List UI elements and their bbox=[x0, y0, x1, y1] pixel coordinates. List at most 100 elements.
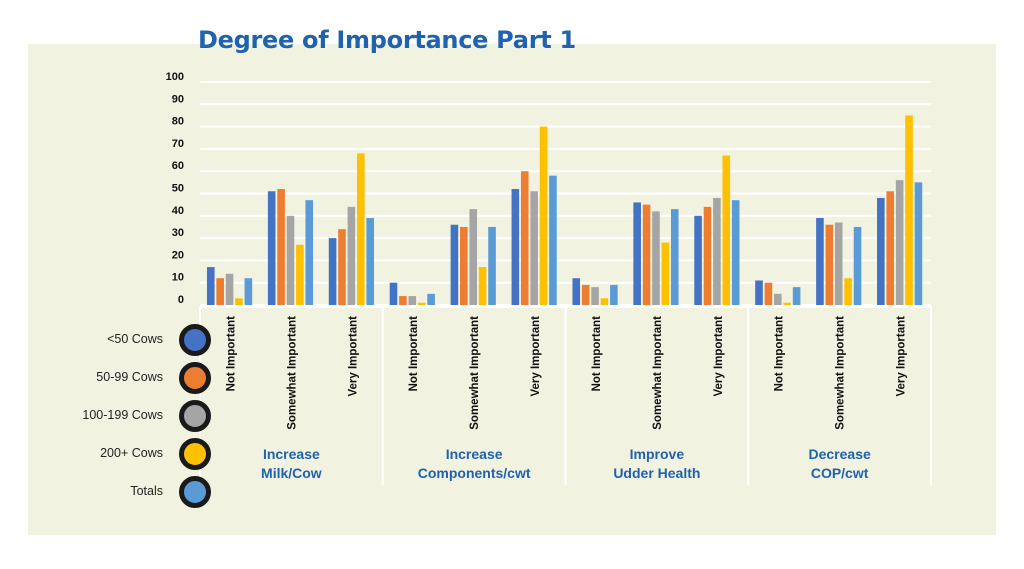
bar bbox=[305, 200, 314, 305]
chart-title: Degree of Importance Part 1 bbox=[198, 26, 576, 54]
gridlines bbox=[200, 81, 931, 306]
group-label-line1: Decrease bbox=[808, 446, 871, 462]
subcategory-label: Not Important bbox=[225, 316, 237, 392]
subcategory-label: Somewhat Important bbox=[469, 316, 481, 430]
legend-swatch-circle-icon bbox=[179, 362, 211, 394]
legend-item: 50-99 Cows bbox=[70, 361, 215, 395]
bar bbox=[539, 126, 548, 305]
bar bbox=[905, 115, 913, 305]
subcategory-label: Not Important bbox=[774, 316, 786, 392]
y-axis-ticks: 0 10 20 30 40 50 60 70 80 90 100 bbox=[166, 71, 184, 306]
bar bbox=[844, 278, 852, 305]
group-label: Increase Components/cwt bbox=[389, 445, 559, 483]
bar bbox=[225, 273, 234, 305]
subcategory-label: Somewhat Important bbox=[286, 316, 298, 430]
y-tick-label: 70 bbox=[172, 138, 184, 150]
subcategory-label: Somewhat Important bbox=[652, 316, 664, 430]
group-label-line2: Udder Health bbox=[613, 465, 701, 481]
legend-swatch-circle-icon bbox=[179, 400, 211, 432]
bar bbox=[356, 153, 365, 305]
group-dividers bbox=[199, 306, 932, 485]
legend-swatch-circle-icon bbox=[179, 324, 211, 356]
group-label-line2: COP/cwt bbox=[810, 465, 869, 481]
bar bbox=[834, 222, 843, 305]
bar bbox=[530, 191, 538, 305]
legend-swatch-circle-icon bbox=[179, 438, 211, 470]
legend-label: 200+ Cows bbox=[100, 446, 163, 460]
bar bbox=[460, 226, 468, 305]
bar bbox=[877, 197, 885, 305]
bar bbox=[366, 218, 374, 305]
bar bbox=[886, 191, 895, 305]
bar bbox=[783, 302, 792, 305]
y-tick-label: 0 bbox=[178, 294, 184, 306]
y-tick-label: 30 bbox=[172, 227, 184, 239]
bar bbox=[399, 296, 407, 305]
bars bbox=[206, 115, 923, 305]
bar bbox=[338, 229, 346, 305]
subcategory-label: Somewhat Important bbox=[835, 316, 847, 430]
subcategory-label: Very Important bbox=[896, 316, 908, 397]
bar bbox=[610, 284, 618, 305]
bar bbox=[652, 211, 660, 305]
bar bbox=[549, 175, 557, 305]
bar bbox=[825, 224, 834, 305]
legend-item: 200+ Cows bbox=[70, 437, 215, 471]
y-tick-label: 100 bbox=[166, 71, 184, 83]
bar bbox=[235, 298, 243, 305]
bar bbox=[286, 215, 295, 305]
legend-swatch-circle-icon bbox=[179, 476, 211, 508]
group-label-line1: Increase bbox=[445, 446, 503, 462]
group-label: Improve Udder Health bbox=[572, 445, 742, 483]
bar bbox=[853, 226, 862, 305]
bar bbox=[511, 189, 520, 305]
bar bbox=[277, 189, 285, 305]
bar bbox=[694, 215, 702, 305]
legend-item: <50 Cows bbox=[70, 323, 215, 357]
legend-item: Totals bbox=[70, 475, 215, 509]
legend-label: 50-99 Cows bbox=[96, 370, 163, 384]
y-tick-label: 40 bbox=[172, 205, 184, 217]
subcategory-label: Not Important bbox=[408, 316, 420, 392]
bar bbox=[389, 282, 398, 305]
bar bbox=[408, 296, 417, 305]
bar bbox=[774, 293, 782, 305]
bar bbox=[633, 202, 641, 305]
bar bbox=[914, 182, 923, 305]
subcategory-label: Very Important bbox=[347, 316, 359, 397]
group-label-line2: Components/cwt bbox=[417, 465, 531, 481]
bar bbox=[600, 298, 609, 305]
subcategory-label: Very Important bbox=[530, 316, 542, 397]
bar bbox=[427, 293, 435, 305]
bar bbox=[450, 224, 459, 305]
y-tick-label: 90 bbox=[172, 93, 184, 105]
bar bbox=[642, 204, 651, 305]
bar bbox=[581, 284, 590, 305]
subcategory-labels: Not Important Somewhat Important Very Impo… bbox=[225, 316, 907, 430]
bar bbox=[661, 242, 670, 305]
group-label-line2: Milk/Cow bbox=[261, 465, 322, 481]
bar bbox=[670, 209, 679, 305]
group-label-line1: Increase bbox=[262, 446, 320, 462]
y-tick-label: 20 bbox=[172, 249, 184, 261]
y-tick-label: 80 bbox=[172, 116, 184, 128]
legend-label: <50 Cows bbox=[107, 332, 163, 346]
bar bbox=[469, 209, 478, 305]
bar bbox=[722, 155, 731, 305]
bar bbox=[755, 280, 763, 305]
bar bbox=[296, 244, 304, 305]
bar bbox=[267, 191, 276, 305]
bar bbox=[520, 171, 529, 305]
y-tick-label: 10 bbox=[172, 272, 184, 284]
bar bbox=[895, 180, 904, 305]
bar bbox=[328, 238, 337, 305]
bar bbox=[703, 206, 712, 305]
y-tick-label: 50 bbox=[172, 183, 184, 195]
bar bbox=[417, 302, 426, 305]
group-label: Increase Milk/Cow bbox=[206, 445, 376, 483]
bar bbox=[713, 197, 721, 305]
bar bbox=[792, 287, 801, 305]
group-label-line1: Improve bbox=[629, 446, 685, 462]
bar bbox=[478, 267, 487, 305]
